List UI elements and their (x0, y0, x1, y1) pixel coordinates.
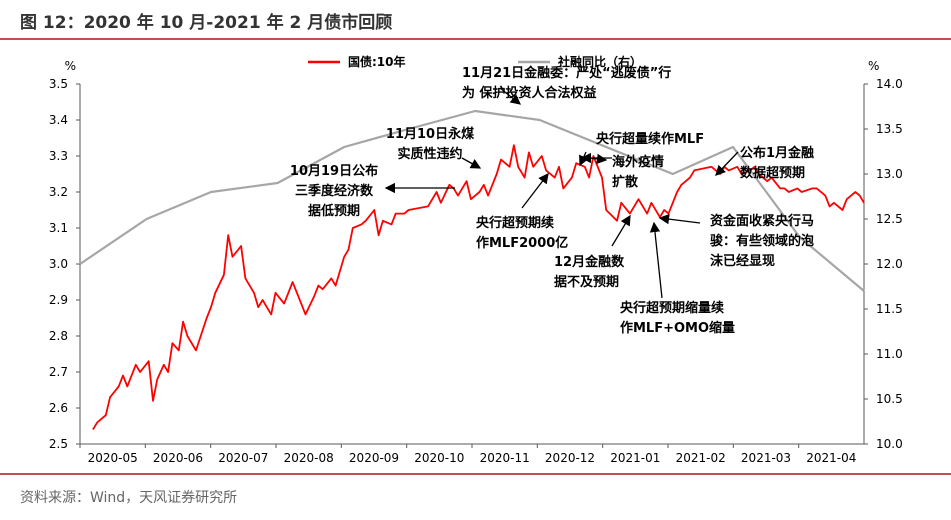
x-tick-label: 2021-01 (610, 451, 660, 465)
bottom-rule (0, 473, 951, 475)
annotation-arrow (611, 214, 631, 247)
left-tick-label: 2.6 (49, 401, 68, 415)
right-tick-label: 10.5 (876, 392, 903, 406)
x-tick-label: 2020-11 (480, 451, 530, 465)
annotation-text: 12月金融数 (554, 254, 625, 270)
x-tick-label: 2021-04 (806, 451, 856, 465)
annotation-arrow (649, 221, 663, 299)
right-tick-label: 12.5 (876, 212, 903, 226)
annotation-text: 实质性违约 (397, 146, 462, 162)
x-tick-label: 2020-07 (218, 451, 268, 465)
annotation-arrow (461, 157, 482, 169)
left-tick-label: 2.9 (49, 293, 68, 307)
bond-yield-line (92, 144, 865, 431)
x-tick-label: 2021-03 (741, 451, 791, 465)
right-tick-label: 11.5 (876, 302, 903, 316)
left-tick-label: 3.2 (49, 185, 68, 199)
right-tick-label: 13.5 (876, 122, 903, 136)
annotation-text: 作MLF+OMO缩量 (620, 320, 735, 336)
annotation-arrow (521, 172, 549, 209)
figure-title: 图 12：2020 年 10 月-2021 年 2 月债市回顾 (20, 13, 393, 33)
annotation-text: 央行超预期缩量续 (620, 300, 724, 316)
left-tick-label: 2.8 (49, 329, 68, 343)
left-tick-label: 3.3 (49, 149, 68, 163)
right-tick-label: 14.0 (876, 77, 903, 91)
x-tick-label: 2020-05 (88, 451, 138, 465)
right-axis-unit: % (868, 59, 879, 73)
top-rule (0, 38, 951, 40)
x-tick-label: 2020-10 (414, 451, 464, 465)
x-tick-label: 2020-06 (153, 451, 203, 465)
left-tick-label: 3.0 (49, 257, 68, 271)
x-tick-label: 2021-02 (676, 451, 726, 465)
bond-yield-chart: % % 2.5 2.6 2.7 2.8 2.9 3.0 3.1 3.2 3.3 3.4 3.5 10.0 1… (49, 54, 903, 465)
x-tick-label: 2020-09 (349, 451, 399, 465)
left-tick-label: 3.5 (49, 77, 68, 91)
annotation-text: 作MLF2000亿 (476, 235, 568, 251)
annotation-text: 骏：有些领域的泡 (710, 233, 814, 249)
left-tick-label: 2.7 (49, 365, 68, 379)
annotation-text: 据低预期 (308, 203, 360, 219)
left-axis-unit: % (65, 59, 76, 73)
annotation-text: 10月19日公布 (290, 163, 378, 179)
annotation-text: 11月21日金融委：严处“逃废债”行 (462, 65, 671, 81)
right-tick-label: 10.0 (876, 437, 903, 451)
right-tick-label: 12.0 (876, 257, 903, 271)
annotation-text: 三季度经济数 (295, 183, 374, 199)
annotation-text: 资金面收紧央行马 (710, 213, 814, 229)
annotation-text: 海外疫情 (612, 154, 664, 170)
annotation-text: 11月10日永煤 (386, 126, 474, 142)
annotation-text: 为 保护投资人合法权益 (462, 85, 597, 101)
left-tick-label: 3.1 (49, 221, 68, 235)
annotation-text: 公布1月金融 (740, 145, 814, 161)
annotation-text: 据不及预期 (554, 274, 619, 290)
legend-label-tsf: 社融同比（右） (557, 54, 642, 69)
annotation-text: 数据超预期 (740, 165, 805, 181)
annotation-text: 扩散 (612, 174, 639, 190)
social-financing-line (79, 109, 865, 292)
x-tick-label: 2020-08 (284, 451, 334, 465)
left-tick-label: 2.5 (49, 437, 68, 451)
source-note: 资料来源：Wind，天风证券研究所 (20, 490, 238, 506)
annotation-arrow (499, 87, 522, 105)
annotation-text: 沫已经显现 (710, 253, 775, 269)
annotation-text: 央行超预期续 (476, 215, 554, 231)
right-tick-label: 13.0 (876, 167, 903, 181)
annotation-text: 央行超量续作MLF (596, 131, 704, 147)
legend-label-yield: 国债:10年 (348, 54, 406, 69)
x-tick-label: 2020-12 (545, 451, 595, 465)
annotation-arrow (715, 151, 739, 176)
annotation-arrow (658, 213, 701, 225)
right-tick-label: 11.0 (876, 347, 903, 361)
left-tick-label: 3.4 (49, 113, 68, 127)
